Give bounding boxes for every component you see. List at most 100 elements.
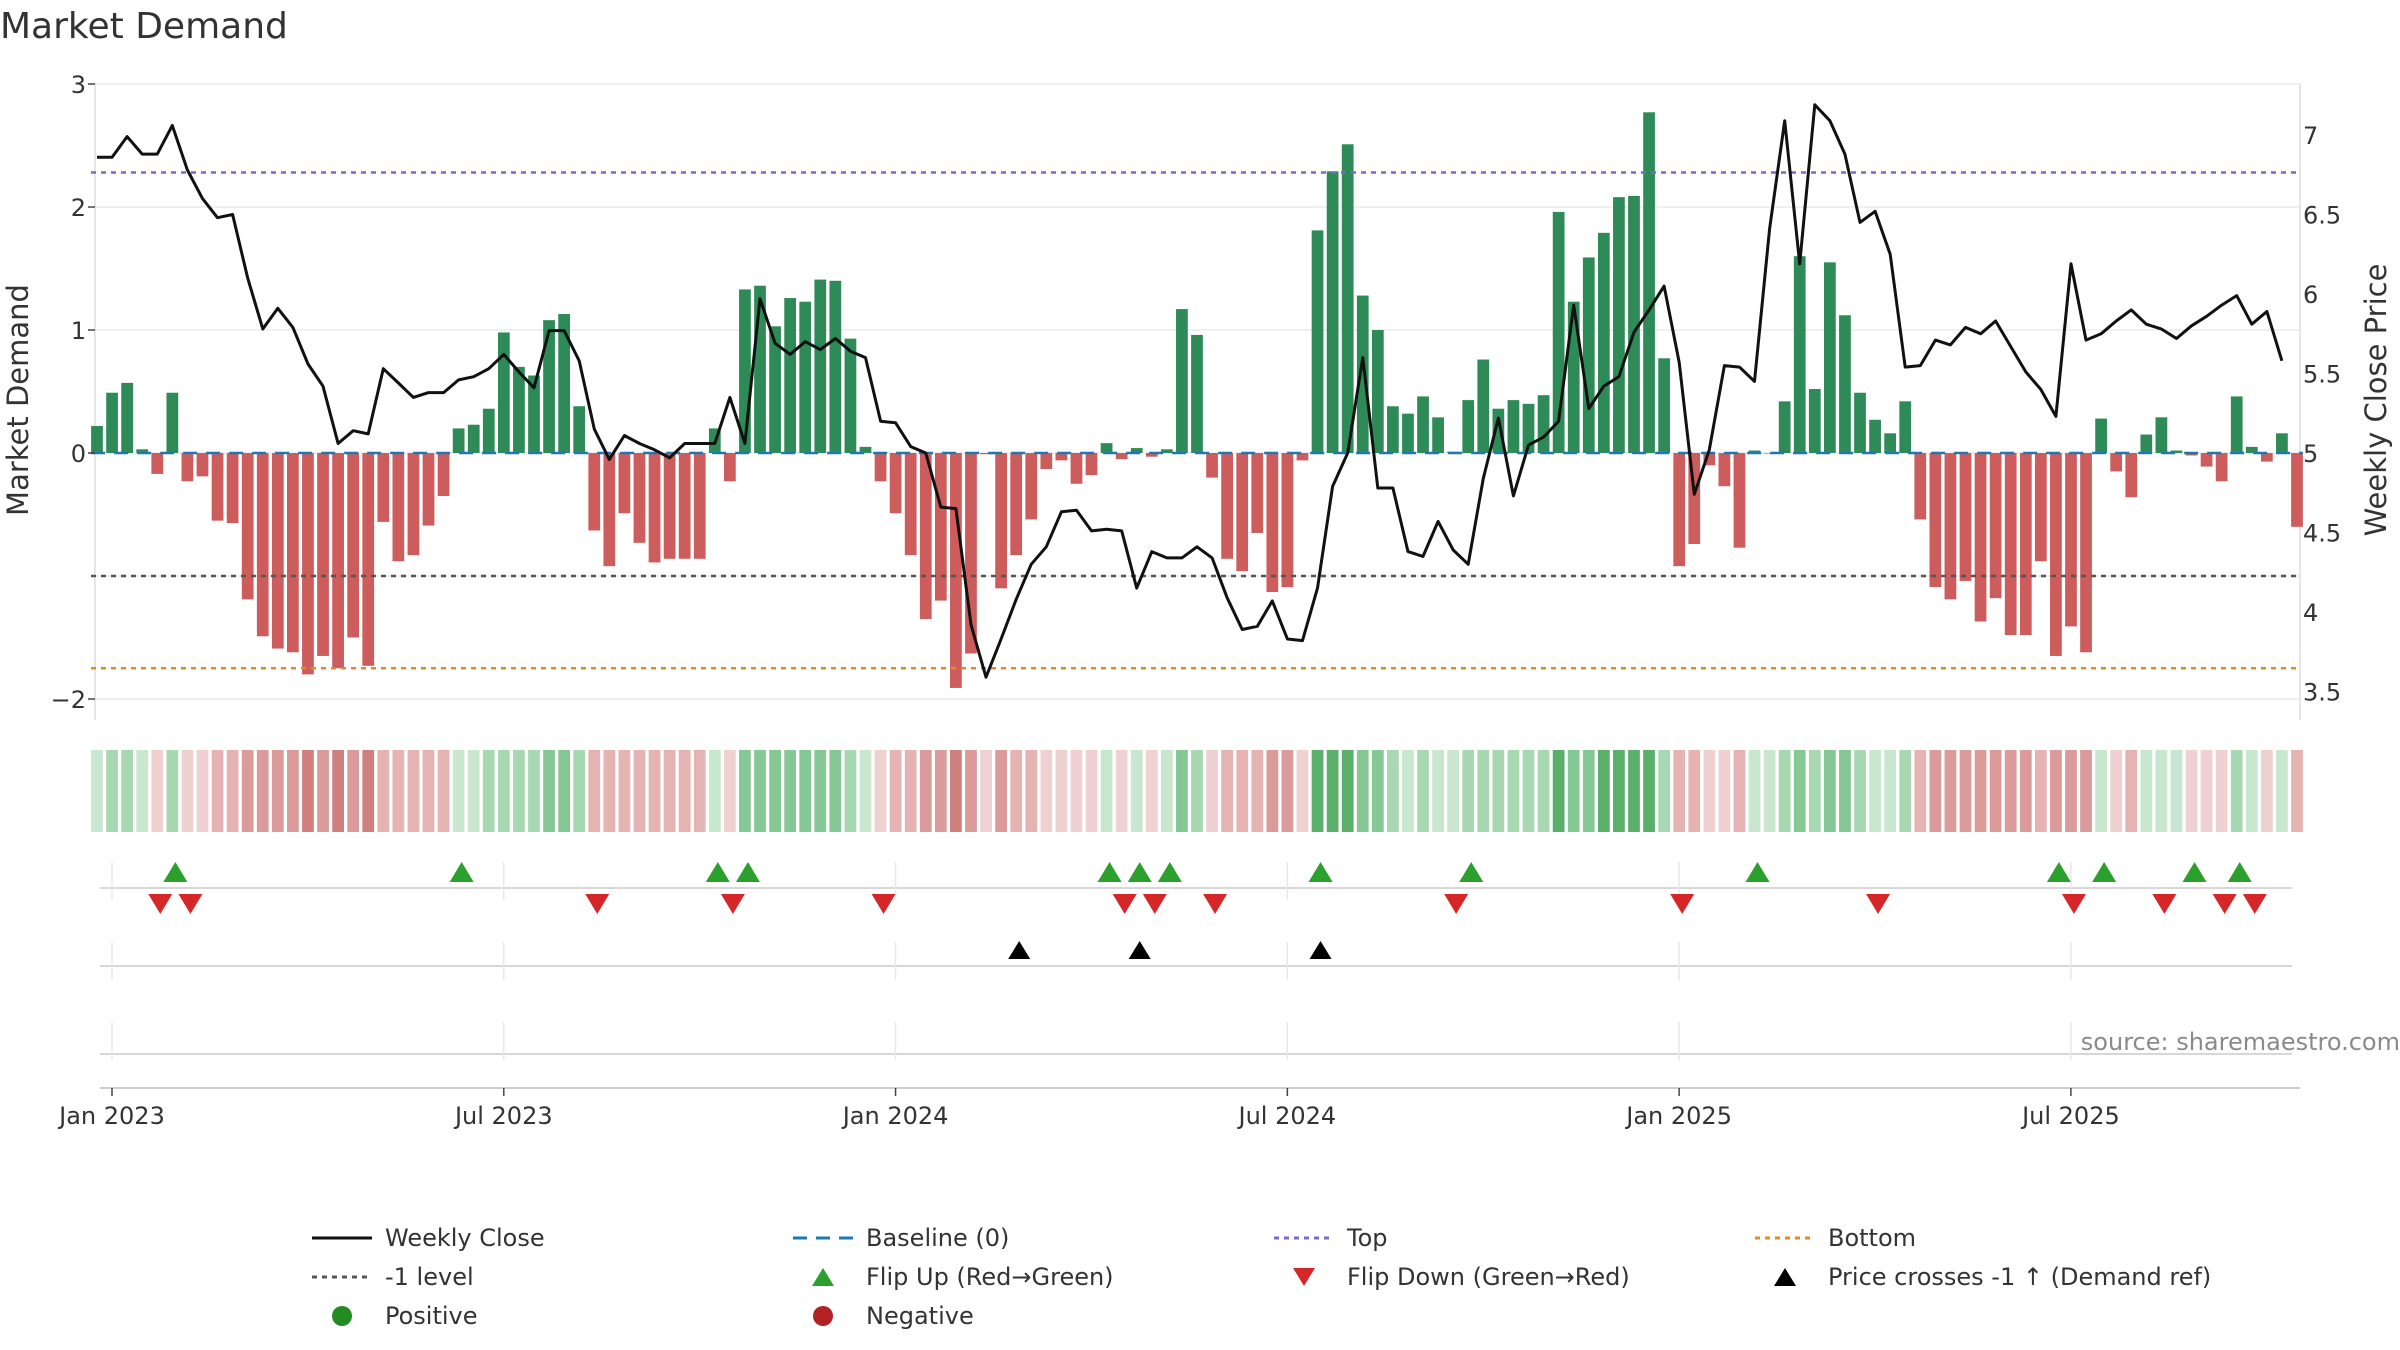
heat-strip-cell [2095, 750, 2107, 832]
heat-strip-cell [2185, 750, 2198, 832]
flip-up-marker [1745, 862, 1770, 882]
demand-bar [1025, 453, 1038, 520]
y-tick-label: 0 [71, 440, 86, 468]
heat-strip-cell [287, 750, 299, 832]
heat-strip-cell [1341, 750, 1354, 832]
demand-bar [1160, 449, 1173, 453]
demand-bar [2095, 418, 2107, 453]
flip-down-marker [2212, 894, 2237, 914]
demand-bar [482, 408, 495, 453]
demand-bar [1793, 256, 1806, 453]
demand-bar [181, 453, 194, 482]
demand-bar [1854, 392, 1866, 453]
demand-bar [166, 392, 179, 453]
heat-strip-cell [1884, 750, 1897, 832]
y-axis-ticks: 3 2 1 0 −2 [51, 71, 95, 714]
heat-strip-cell [1130, 750, 1143, 832]
demand-bar [1507, 400, 1520, 453]
heat-strip-cell [1296, 750, 1309, 832]
heat-strip-cell [904, 750, 917, 832]
demand-bar [211, 453, 224, 521]
heat-strip-cell [1402, 750, 1414, 832]
demand-bar [1522, 403, 1535, 453]
demand-bar [1688, 453, 1701, 545]
flip-down-marker [2242, 894, 2267, 914]
heat-strip-cell [889, 750, 902, 832]
demand-bar [2215, 453, 2228, 482]
demand-bar [648, 453, 661, 563]
heat-strip-cell [1567, 750, 1580, 832]
demand-bar [1884, 433, 1897, 453]
heat-strip-cell [1145, 750, 1158, 832]
demand-bar [1808, 389, 1821, 453]
heat-strip-cell [1507, 750, 1520, 832]
heat-strip-cell [1311, 750, 1324, 832]
demand-bar [2034, 453, 2047, 562]
legend-label: Top [1346, 1224, 1388, 1252]
heat-strip-cell [633, 750, 646, 832]
heat-strip-cell [1236, 750, 1249, 832]
price-line [97, 103, 2284, 679]
heat-strip-cell [1417, 750, 1429, 832]
demand-bar [693, 453, 706, 559]
heat-strip-cell [1040, 750, 1053, 832]
heat-strip-cell [1854, 750, 1866, 832]
heat-strip-cell [1703, 750, 1716, 832]
heat-strip-cell [1085, 750, 1098, 832]
heat-strip-cell [1929, 750, 1942, 832]
heat-strip-cell [1371, 750, 1384, 832]
source-note: source: sharemaestro.com [2081, 1028, 2400, 1056]
heat-strip-cell [829, 750, 842, 832]
heat-strip-cell [497, 750, 510, 832]
heat-strip-cell [1552, 750, 1565, 832]
heat-strip-cell [1100, 750, 1113, 832]
heat-strip-cell [1281, 750, 1294, 832]
demand-bar [2065, 453, 2077, 627]
demand-bar [377, 453, 390, 522]
demand-bar [980, 453, 992, 455]
heat-strip-cell [377, 750, 390, 832]
heat-strip-cell [980, 750, 992, 832]
demand-bar [618, 453, 631, 514]
heat-strip-cell [648, 750, 661, 832]
heat-strip-cell [784, 750, 797, 832]
demand-bar [1929, 453, 1942, 588]
flip-down-marker [1444, 894, 1469, 914]
demand-bar [2245, 446, 2258, 453]
demand-bar [287, 453, 299, 653]
heat-strip-cell [693, 750, 706, 832]
demand-bar [1191, 334, 1203, 453]
heat-strip-cell [934, 750, 947, 832]
heat-strip-cell [1115, 750, 1128, 832]
heat-strip-cell [1944, 750, 1957, 832]
heat-strip-cell [467, 750, 480, 832]
heat-strip-cell [2215, 750, 2228, 832]
heat-strip-cell [211, 750, 224, 832]
demand-bar [1613, 197, 1625, 453]
demand-bar [1703, 453, 1716, 466]
demand-bar [1100, 443, 1113, 453]
demand-bar [889, 453, 902, 514]
demand-bar [91, 425, 103, 453]
demand-bar [136, 449, 149, 453]
flip-up-marker [2092, 862, 2117, 882]
demand-bar [1914, 453, 1927, 520]
flip-up-marker [1127, 862, 1152, 882]
flip-down-marker [2152, 894, 2177, 914]
heat-strip-cell [1055, 750, 1068, 832]
heat-strip-cell [2291, 750, 2303, 832]
heat-strip-cell [1326, 750, 1339, 832]
heat-strip-cell [2245, 750, 2258, 832]
price-cross-marker [1008, 941, 1031, 959]
demand-bar [1628, 195, 1640, 453]
heat-strip-cell [332, 750, 344, 832]
demand-bar [1206, 453, 1218, 478]
demand-bar [573, 406, 586, 453]
heat-strip-cell [1025, 750, 1038, 832]
demand-bar [1417, 396, 1429, 453]
demand-bar [2200, 453, 2213, 467]
heat-strip-cell [2276, 750, 2288, 832]
heat-strip-cell [1718, 750, 1731, 832]
heat-strip-cell [588, 750, 601, 832]
heat-strip-cell [799, 750, 812, 832]
